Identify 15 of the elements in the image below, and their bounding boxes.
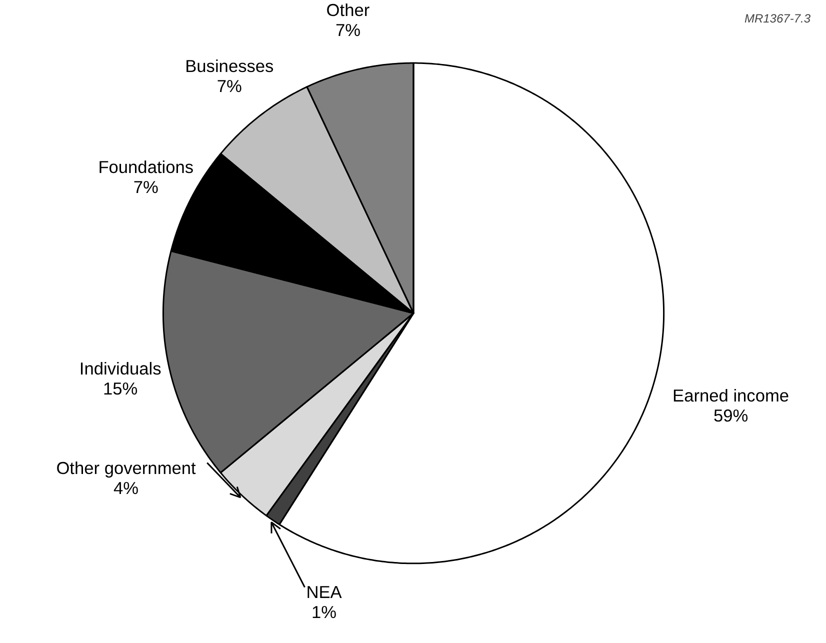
slice-label: Individuals	[79, 358, 162, 379]
data-label: 7%	[133, 176, 158, 197]
text: MR1367-7.3	[744, 12, 811, 26]
slice-label: Earned income	[672, 385, 790, 406]
slice-label: Other government	[56, 458, 196, 478]
data-label: 15%	[103, 378, 138, 399]
data-label: 1%	[311, 602, 337, 622]
data-label: 7%	[335, 20, 360, 40]
slice-label: NEA	[306, 582, 342, 602]
slice-label: Businesses	[185, 56, 274, 76]
slice-label: Other	[326, 0, 370, 20]
data-label: 59%	[713, 405, 748, 426]
slice-label: Foundations	[98, 156, 194, 177]
data-label: 4%	[113, 478, 139, 498]
data-label: 7%	[216, 76, 242, 96]
